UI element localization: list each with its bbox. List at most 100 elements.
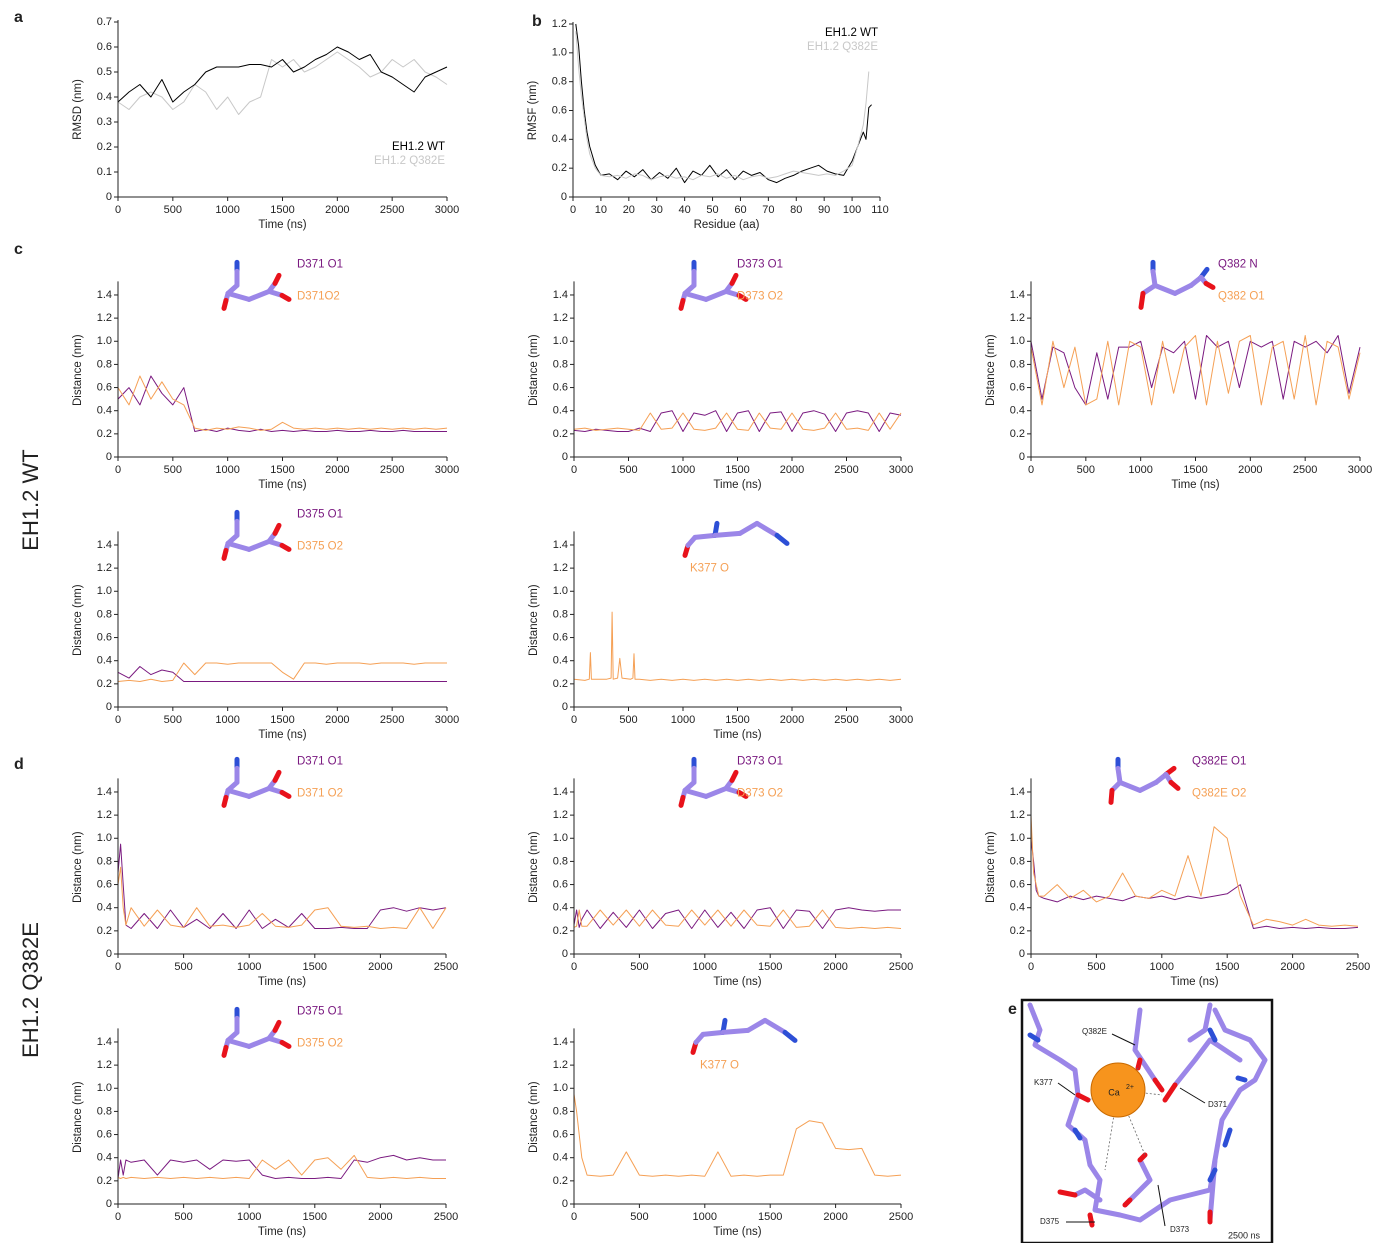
y-tick-label: 0.8 <box>97 608 112 620</box>
series-label: D375 O1 <box>297 1005 343 1017</box>
x-tick-label: 2500 <box>380 714 404 726</box>
data-line <box>118 867 446 928</box>
bond <box>275 772 279 780</box>
y-tick-label: 0 <box>106 191 112 203</box>
y-tick-label: 0.4 <box>97 902 112 914</box>
bond <box>249 291 269 299</box>
x-tick-label: 500 <box>164 204 182 216</box>
y-tick-label: 1.2 <box>553 809 568 821</box>
series-label: D375 O1 <box>297 508 343 520</box>
bond <box>282 545 289 549</box>
x-tick-label: 100 <box>843 204 861 216</box>
y-tick-label: 1.2 <box>1010 809 1025 821</box>
x-tick-label: 20 <box>623 204 635 216</box>
x-tick-label: 0 <box>115 961 121 973</box>
y-tick-label: 0.2 <box>97 925 112 937</box>
y-tick-label: 1.0 <box>1010 335 1025 347</box>
residue-icon <box>224 512 289 558</box>
data-line <box>118 663 447 682</box>
data-line <box>118 667 447 682</box>
x-tick-label: 3000 <box>889 714 913 726</box>
y-axis-label: Distance (nm) <box>985 334 997 406</box>
bond <box>723 1030 748 1032</box>
data-line <box>118 1155 446 1178</box>
x-tick-label: 0 <box>571 714 577 726</box>
y-tick-label: 1.0 <box>553 335 568 347</box>
y-tick-label: 1.4 <box>1010 786 1025 798</box>
y-tick-label: 1.2 <box>97 562 112 574</box>
x-tick-label: 2000 <box>780 714 804 726</box>
data-line <box>1031 838 1358 928</box>
y-tick-label: 0.8 <box>553 608 568 620</box>
series-label: D373 O2 <box>737 787 783 799</box>
legend-label: EH1.2 Q382E <box>807 41 878 53</box>
x-axis-label: Time (ns) <box>1171 479 1219 491</box>
y-tick-label: 0.8 <box>553 855 568 867</box>
x-tick-label: 2500 <box>834 714 858 726</box>
y-tick-label: 0.6 <box>97 41 112 53</box>
bond <box>249 788 269 796</box>
y-tick-label: 0.4 <box>553 1152 568 1164</box>
x-tick-label: 0 <box>571 961 577 973</box>
residue-label: D373 <box>1170 1225 1190 1234</box>
y-tick-label: 1.2 <box>553 562 568 574</box>
data-line <box>118 1155 446 1178</box>
data-line <box>574 1094 901 1176</box>
residue-icon <box>693 1020 795 1052</box>
y-tick-label: 0.8 <box>1010 855 1025 867</box>
legend-label: EH1.2 WT <box>825 27 878 39</box>
bond <box>282 295 289 299</box>
x-axis-label: Time (ns) <box>258 729 306 741</box>
y-tick-label: 0.6 <box>553 631 568 643</box>
residue-icon <box>1141 262 1213 307</box>
y-tick-label: 0.6 <box>553 878 568 890</box>
x-tick-label: 500 <box>174 1211 192 1223</box>
x-tick-label: 60 <box>734 204 746 216</box>
y-tick-label: 0.6 <box>97 381 112 393</box>
y-tick-label: 1.4 <box>97 786 112 798</box>
residue-icon <box>224 1009 289 1055</box>
chart: a00.10.20.30.40.50.60.705001000150020002… <box>14 9 459 231</box>
y-tick-label: 1.0 <box>97 585 112 597</box>
x-tick-label: 2000 <box>368 1211 392 1223</box>
residue-icon <box>1111 759 1178 802</box>
chart: d00.20.40.60.81.01.21.405001000150020002… <box>14 755 458 988</box>
chart: b00.20.40.60.81.01.201020304050607080901… <box>527 13 889 231</box>
row-label: EH1.2 WT <box>18 449 43 550</box>
bond <box>785 1032 795 1040</box>
x-tick-label: 1500 <box>725 464 749 476</box>
y-tick-label: 1.4 <box>97 539 112 551</box>
bond <box>282 1042 289 1046</box>
y-tick-label: 0.7 <box>97 16 112 28</box>
bond <box>249 541 269 549</box>
y-tick-label: 0.6 <box>553 381 568 393</box>
y-tick-label: 0.2 <box>97 428 112 440</box>
y-tick-label: 0.2 <box>553 1175 568 1187</box>
legend-label: EH1.2 WT <box>392 141 445 153</box>
y-tick-label: 0.6 <box>97 878 112 890</box>
panel-label: a <box>14 9 23 26</box>
x-axis-label: Time (ns) <box>713 1226 761 1238</box>
x-tick-label: 500 <box>630 1211 648 1223</box>
x-tick-label: 1500 <box>303 961 327 973</box>
series-label: D373 O2 <box>737 290 783 302</box>
x-tick-label: 1500 <box>1183 464 1207 476</box>
bond <box>715 533 740 535</box>
x-tick-label: 2000 <box>368 961 392 973</box>
series-label: Q382E O1 <box>1192 755 1246 767</box>
bond <box>706 291 726 299</box>
bond <box>1140 782 1156 790</box>
y-tick-label: 1.4 <box>553 1036 568 1048</box>
bond <box>740 523 757 533</box>
x-tick-label: 3000 <box>435 464 459 476</box>
data-line <box>574 413 901 430</box>
y-tick-label: 0.4 <box>553 655 568 667</box>
bond <box>703 1032 723 1034</box>
row-label: EH1.2 Q382E <box>18 922 43 1058</box>
data-line <box>118 47 447 102</box>
y-tick-label: 0.8 <box>97 1105 112 1117</box>
bond <box>1120 782 1140 790</box>
residue-label: Q382E <box>1082 1027 1107 1036</box>
